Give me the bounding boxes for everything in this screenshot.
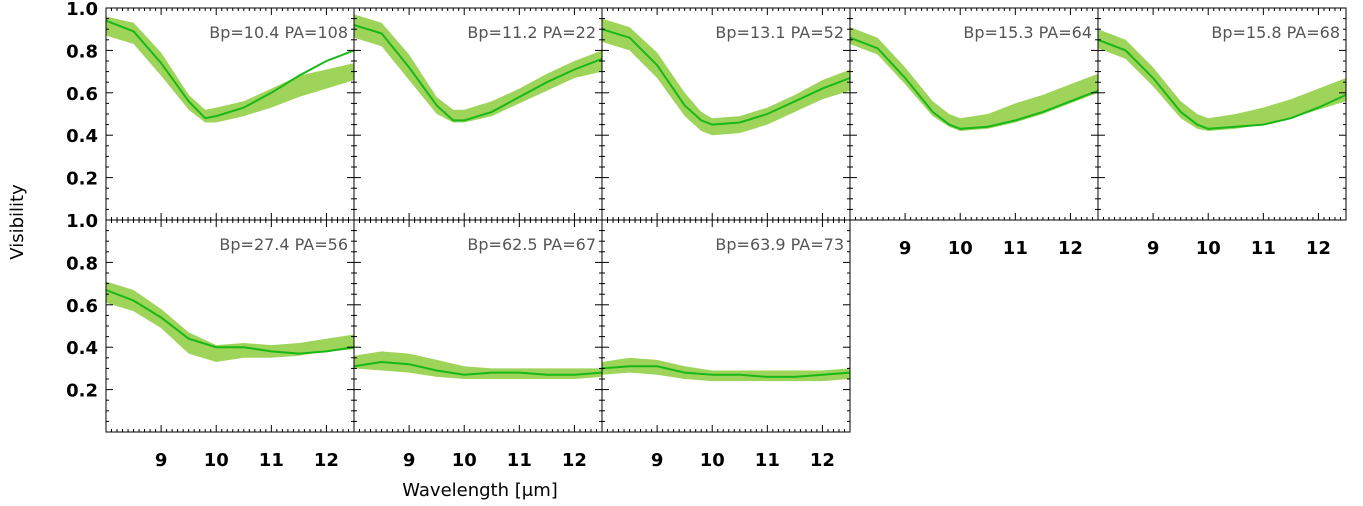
panel-annotation: Bp=13.1 PA=52	[715, 23, 844, 42]
y-tick-label: 0.4	[66, 338, 98, 359]
x-tick-label: 9	[899, 238, 912, 259]
x-tick-label: 9	[403, 450, 416, 471]
x-tick-label: 10	[204, 450, 229, 471]
x-tick-label: 12	[314, 450, 339, 471]
panel-5: Bp=15.8 PA=68 9 10 11 12	[1097, 7, 1347, 259]
panel-annotation: Bp=15.8 PA=68	[1211, 23, 1340, 42]
model-line	[105, 19, 355, 120]
panel-3: Bp=13.1 PA=52	[601, 7, 851, 221]
panel-annotation: Bp=11.2 PA=22	[467, 23, 596, 42]
data-band	[354, 351, 602, 379]
x-tick-label: 10	[452, 450, 477, 471]
panel-4: Bp=15.3 PA=64 9 10 11 12	[849, 7, 1099, 259]
x-axis-label: Wavelength [μm]	[402, 480, 558, 501]
x-tick-label: 10	[700, 450, 725, 471]
model-line	[353, 360, 603, 376]
x-tick-label: 11	[1251, 238, 1276, 259]
model-line	[1097, 38, 1347, 130]
panel-annotation: Bp=62.5 PA=67	[467, 235, 596, 254]
panel-annotation: Bp=10.4 PA=108	[209, 23, 348, 42]
x-tick-label: 9	[155, 450, 168, 471]
panel-annotation: Bp=63.9 PA=73	[715, 235, 844, 254]
data-band	[850, 27, 1098, 132]
model-line	[353, 24, 603, 122]
x-tick-label: 12	[1058, 238, 1083, 259]
model-line	[601, 28, 851, 126]
data-band	[354, 14, 602, 123]
x-tick-label: 12	[1306, 238, 1331, 259]
y-tick-label: 1.0	[66, 0, 98, 20]
x-tick-label: 10	[1196, 238, 1221, 259]
y-tick-label: 0.8	[66, 41, 98, 62]
x-tick-label: 12	[810, 450, 835, 471]
panel-8: Bp=63.9 PA=73 9 10 11 12	[601, 219, 851, 471]
x-tick-label: 9	[651, 450, 664, 471]
x-tick-label: 11	[1003, 238, 1028, 259]
x-tick-label: 11	[755, 450, 780, 471]
y-tick-label: 0.2	[66, 381, 98, 402]
panel-2: Bp=11.2 PA=22	[353, 7, 603, 221]
panel-7: Bp=62.5 PA=67 9 10 11 12	[353, 219, 603, 471]
data-band	[106, 281, 354, 362]
panel-annotation: Bp=27.4 PA=56	[219, 235, 348, 254]
x-tick-label: 9	[1147, 238, 1160, 259]
x-tick-label: 11	[259, 450, 284, 471]
y-tick-label: 0.8	[66, 253, 98, 274]
y-tick-label: 0.6	[66, 296, 98, 317]
panel-grid: Bp=10.4 PA=108 0.2 0.4 0.6 0.8 1.0 Bp=11.2 PA=…	[66, 0, 1347, 471]
y-tick-label: 0.2	[66, 169, 98, 190]
panel-annotation: Bp=15.3 PA=64	[963, 23, 1092, 42]
model-line	[849, 36, 1099, 130]
data-band	[1098, 29, 1346, 132]
model-line	[601, 365, 851, 378]
model-line	[105, 289, 355, 355]
data-band	[602, 18, 850, 136]
y-tick-label: 0.6	[66, 84, 98, 105]
y-axis-label: Visibility	[7, 184, 28, 260]
panel-1: Bp=10.4 PA=108 0.2 0.4 0.6 0.8 1.0	[66, 0, 355, 221]
x-tick-label: 11	[507, 450, 532, 471]
y-tick-label: 0.4	[66, 126, 98, 147]
x-tick-label: 12	[562, 450, 587, 471]
panel-6: Bp=27.4 PA=56 0.2 0.4 0.6 0.8 1.0 9 10 11 12	[66, 211, 355, 471]
x-tick-label: 10	[948, 238, 973, 259]
data-band	[602, 357, 850, 382]
data-band	[106, 16, 354, 123]
y-tick-label: 1.0	[66, 211, 98, 232]
